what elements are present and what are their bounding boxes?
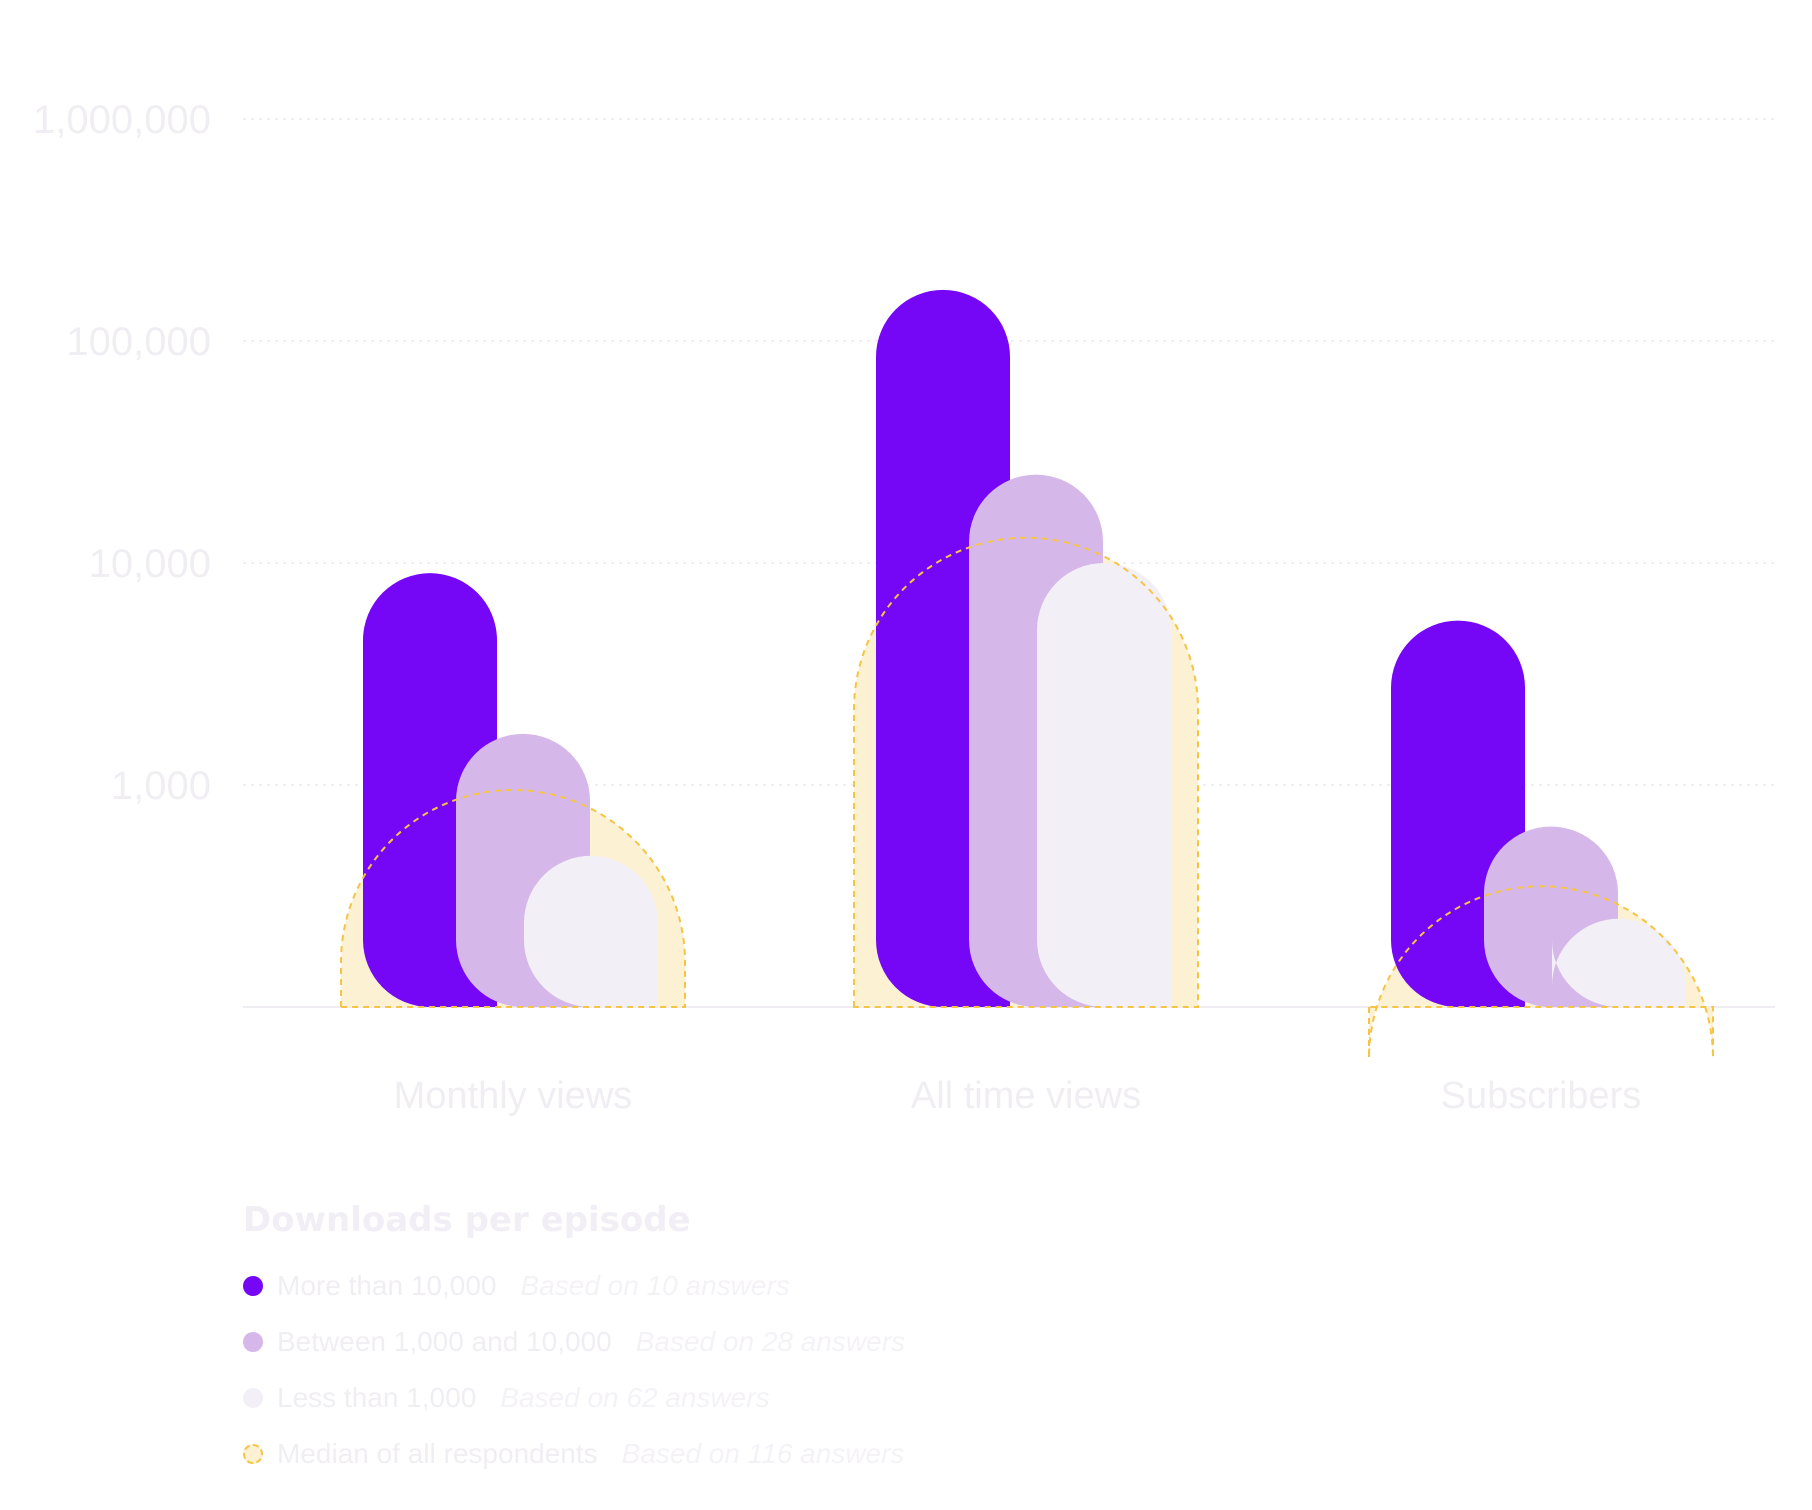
bar-group: All time views xyxy=(853,289,1199,1117)
legend: Downloads per episode More than 10,000 B… xyxy=(243,1200,905,1482)
category-label: Subscribers xyxy=(1441,1075,1642,1117)
legend-dot-icon xyxy=(243,1388,263,1408)
legend-note: Based on 116 answers xyxy=(621,1438,905,1469)
legend-note: Based on 28 answers xyxy=(635,1326,906,1357)
y-tick-label: 10,000 xyxy=(89,542,211,586)
legend-title: Downloads per episode xyxy=(243,1200,691,1240)
legend-dot-icon xyxy=(243,1444,263,1464)
median-outline xyxy=(853,536,1199,1008)
bar-group: Monthly views xyxy=(340,573,686,1117)
legend-label: Less than 1,000 xyxy=(277,1382,477,1413)
legend-item-median: Median of all respondents Based on 116 a… xyxy=(243,1426,905,1482)
legend-dot-icon xyxy=(243,1276,263,1296)
category-label: All time views xyxy=(911,1075,1141,1117)
category-label: Monthly views xyxy=(394,1075,633,1117)
bar xyxy=(524,855,658,1007)
bar-group: Subscribers xyxy=(1368,620,1714,1117)
legend-item-less-than-1000: Less than 1,000 Based on 62 answers xyxy=(243,1370,905,1426)
bar xyxy=(1037,563,1171,1007)
legend-label: Median of all respondents xyxy=(277,1438,598,1469)
legend-label: More than 10,000 xyxy=(277,1270,497,1301)
bar xyxy=(1552,918,1686,1007)
y-tick-label: 100,000 xyxy=(66,320,211,364)
legend-item-between-1000-10000: Between 1,000 and 10,000 Based on 28 ans… xyxy=(243,1314,905,1370)
y-tick-label: 1,000 xyxy=(111,764,211,808)
chart: 1,000,000 100,000 10,000 1,000 Monthly views… xyxy=(33,98,1775,1117)
legend-note: Based on 62 answers xyxy=(500,1382,770,1413)
legend-note: Based on 10 answers xyxy=(520,1270,790,1301)
median-outline xyxy=(340,788,686,1008)
y-tick-label: 1,000,000 xyxy=(33,98,211,142)
legend-label: Between 1,000 and 10,000 xyxy=(277,1326,612,1357)
legend-item-more-than-10000: More than 10,000 Based on 10 answers xyxy=(243,1258,905,1314)
legend-dot-icon xyxy=(243,1332,263,1352)
